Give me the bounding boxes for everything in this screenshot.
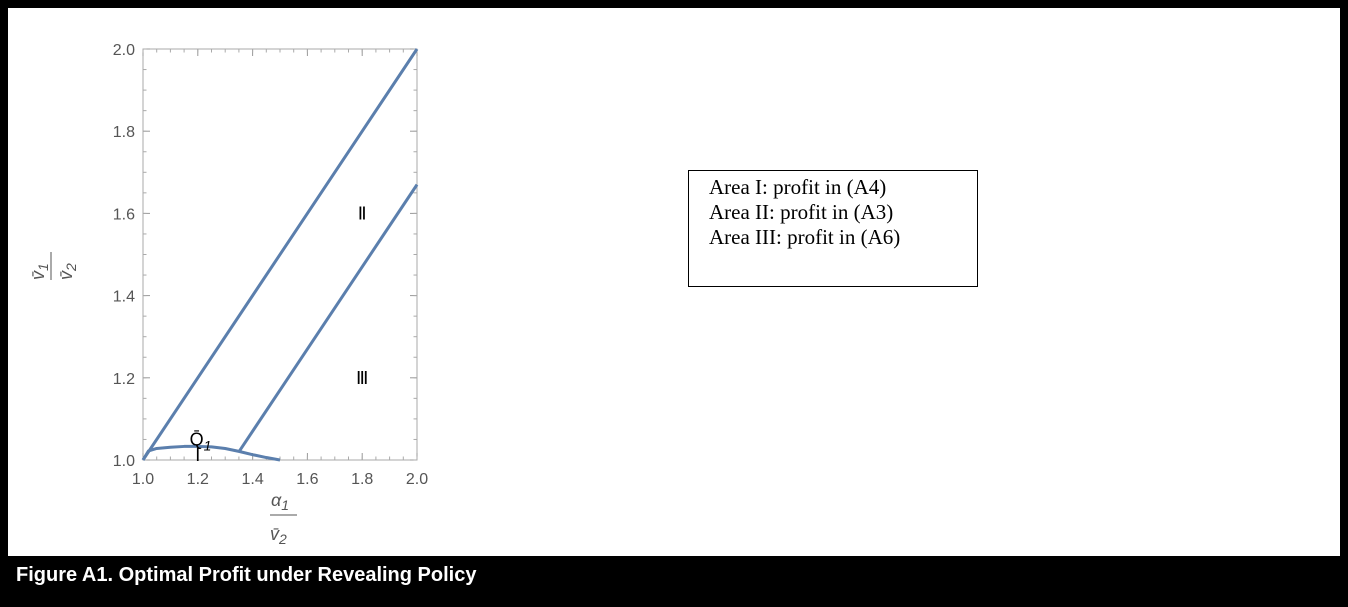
svg-text:α1: α1 — [271, 490, 289, 513]
x-tick-label: 2.0 — [406, 471, 428, 488]
annotations: Ⅱ Ⅲ IQ̄1 — [190, 203, 369, 465]
y-tick-label: 1.0 — [113, 453, 135, 470]
svg-text:v̄2: v̄2 — [56, 263, 79, 280]
ticks: 1.0 1.2 1.4 1.6 1.8 2.0 1.0 1.2 1.4 1.6 1.8 2.0 — [113, 42, 428, 488]
x-tick-label: 1.4 — [241, 471, 263, 488]
svg-text:v̄1: v̄1 — [28, 263, 51, 280]
annotation-1: Ⅱ — [358, 203, 367, 223]
y-tick-label: 2.0 — [113, 42, 135, 59]
annotation-3: I — [195, 445, 200, 465]
x-axis-label: α1 v̄2 — [270, 490, 297, 547]
legend-line-area-1: Area I: profit in (A4) — [709, 175, 887, 199]
y-tick-label: 1.4 — [113, 289, 135, 306]
legend-line-area-2: Area II: profit in (A3) — [709, 200, 894, 224]
series-line-2 — [237, 183, 419, 453]
chart: 1.0 1.2 1.4 1.6 1.8 2.0 1.0 1.2 1.4 1.6 1.8 2.0 Ⅱ Ⅲ I… — [28, 42, 428, 547]
x-tick-label: 1.0 — [132, 471, 154, 488]
svg-text:v̄2: v̄2 — [270, 524, 287, 547]
series-line-1 — [141, 48, 419, 461]
annotation-2: Ⅲ — [356, 368, 368, 388]
legend-box: Area I: profit in (A4) Area II: profit i… — [688, 170, 978, 287]
x-tick-label: 1.2 — [187, 471, 209, 488]
y-tick-label: 1.2 — [113, 371, 135, 388]
legend-line-area-3: Area III: profit in (A6) — [709, 225, 901, 249]
y-axis-label: v̄1 v̄2 — [28, 252, 79, 280]
series-line-3 — [141, 444, 281, 462]
series-group — [141, 48, 419, 462]
figure-caption: Figure A1. Optimal Profit under Revealin… — [16, 564, 477, 586]
x-tick-label: 1.8 — [351, 471, 373, 488]
figure-panel: 1.0 1.2 1.4 1.6 1.8 2.0 1.0 1.2 1.4 1.6 1.8 2.0 Ⅱ Ⅲ I… — [8, 8, 1340, 556]
annotation-4: Q̄1 — [190, 429, 212, 453]
y-tick-label: 1.8 — [113, 124, 135, 141]
x-tick-label: 1.6 — [296, 471, 318, 488]
y-tick-label: 1.6 — [113, 206, 135, 223]
